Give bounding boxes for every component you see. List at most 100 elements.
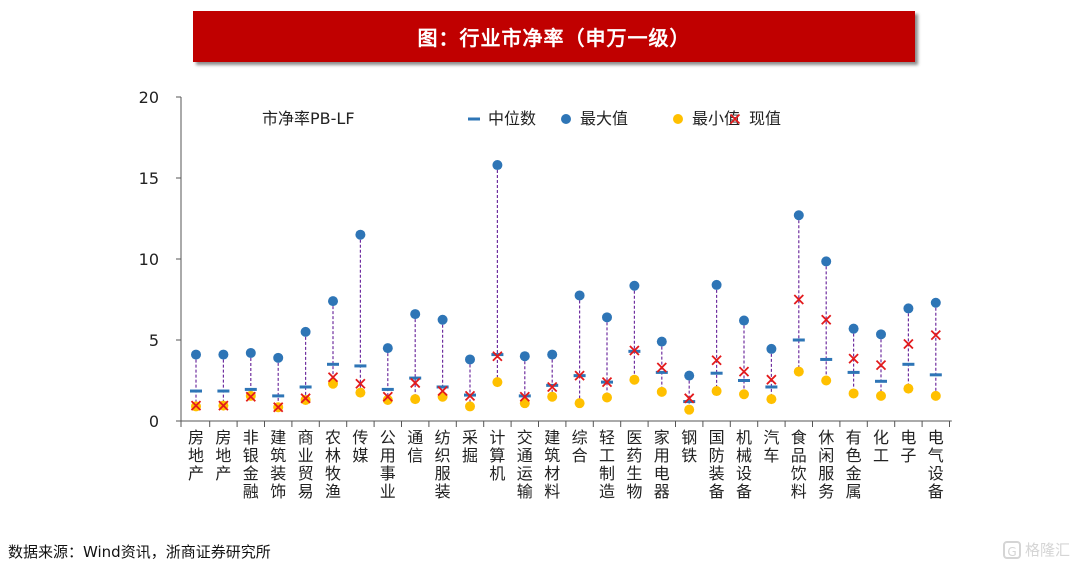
current-point: [903, 338, 914, 350]
min-point: [876, 390, 886, 401]
min-point: [355, 387, 366, 398]
x-tick-label: 综合: [572, 428, 588, 465]
series-label: 市净率PB-LF: [262, 109, 355, 128]
x-tick-label: 家用电器: [654, 428, 670, 501]
max-point: [876, 329, 886, 340]
current-point: [684, 393, 695, 404]
chart-title: 图：行业市净率（申万一级）: [417, 26, 691, 50]
median-mark: [354, 364, 367, 368]
legend-label: 中位数: [488, 109, 536, 128]
legend-max-icon: [561, 114, 571, 124]
min-point: [711, 386, 722, 397]
watermark: G 格隆汇: [1003, 539, 1070, 560]
x-tick-label: 钢铁: [681, 428, 697, 465]
max-point: [602, 312, 612, 323]
median-mark: [327, 362, 339, 366]
y-tick-label: 5: [149, 331, 159, 350]
max-point: [492, 160, 503, 171]
current-point: [766, 374, 777, 385]
median-mark: [683, 400, 696, 404]
legend-median-icon: [468, 117, 480, 121]
median-mark: [902, 362, 915, 366]
current-point: [273, 402, 284, 413]
min-point: [492, 377, 503, 388]
legend-label: 现值: [749, 109, 781, 128]
data-source: 数据来源：Wind资讯，浙商证券研究所: [8, 543, 271, 561]
max-point: [656, 336, 667, 347]
median-mark: [299, 385, 312, 389]
median-mark: [847, 370, 860, 374]
legend-label: 最大值: [580, 109, 628, 128]
median-mark: [381, 387, 394, 391]
watermark-text: 格隆汇: [1025, 541, 1071, 559]
x-tick-label: 建筑材料: [544, 428, 560, 501]
min-point: [465, 401, 475, 412]
current-point: [875, 359, 887, 371]
data-markers: [190, 160, 942, 415]
title-banner: 图：行业市净率（申万一级）: [193, 11, 915, 62]
x-tick-label: 传媒: [352, 428, 368, 465]
median-mark: [929, 373, 942, 377]
legend-label: 最小值: [692, 109, 740, 128]
min-point: [903, 383, 914, 394]
median-mark: [217, 389, 230, 393]
median-mark: [491, 353, 504, 357]
min-point: [656, 386, 667, 397]
min-point: [602, 392, 612, 403]
current-point: [547, 381, 558, 393]
x-tick-label: 房地产: [215, 428, 231, 483]
max-point: [355, 229, 366, 240]
current-point: [821, 314, 832, 325]
y-tick-label: 15: [139, 169, 159, 188]
legend: 市净率PB-LF 中位数 最大值 最小值 现值: [262, 109, 781, 128]
max-point: [437, 314, 448, 325]
x-tick-label: 电子: [900, 428, 916, 465]
median-mark: [409, 376, 422, 380]
axes: 0 5 10 15 20: [139, 88, 952, 431]
median-mark: [765, 385, 778, 389]
current-point: [437, 385, 448, 397]
x-tick-label: 采掘: [462, 428, 478, 465]
current-point: [848, 353, 859, 364]
max-point: [300, 326, 311, 337]
x-tick-label: 汽车: [763, 428, 779, 465]
max-point: [218, 349, 229, 360]
min-point: [547, 391, 558, 402]
current-point: [464, 390, 476, 402]
x-tick-label: 通信: [407, 428, 423, 465]
x-tick-label: 医药生物: [626, 428, 642, 501]
max-point: [273, 352, 284, 363]
x-tick-label: 国防装备: [709, 428, 725, 501]
median-mark: [875, 379, 887, 383]
current-point: [738, 366, 750, 377]
current-point: [410, 377, 421, 389]
current-point: [218, 400, 229, 411]
max-point: [766, 343, 777, 354]
max-point: [848, 323, 859, 334]
max-point: [739, 315, 749, 326]
x-tick-label: 商业贸易: [298, 428, 314, 501]
current-point: [355, 378, 366, 389]
current-point: [327, 372, 339, 383]
median-mark: [272, 394, 285, 398]
current-point: [519, 391, 530, 402]
median-mark: [190, 389, 202, 393]
watermark-logo-icon: G: [1003, 540, 1021, 559]
x-tick-label: 公用事业: [380, 428, 396, 501]
min-point: [300, 394, 311, 405]
min-point: [766, 394, 777, 405]
max-point: [821, 256, 832, 267]
x-tick-label: 电气设备: [928, 428, 944, 501]
min-point: [328, 378, 338, 389]
median-mark: [710, 371, 723, 375]
x-tick-label: 休闲服务: [818, 428, 834, 501]
min-point: [519, 398, 530, 409]
max-point: [793, 210, 804, 221]
current-point: [711, 355, 722, 366]
x-axis-labels: 房地产房地产非银金融建筑装饰商业贸易农林牧渔传媒公用事业通信纺织服装采掘计算机交…: [188, 428, 944, 501]
max-point: [684, 370, 695, 381]
y-tick-label: 20: [139, 88, 159, 107]
min-point: [793, 366, 804, 377]
median-mark: [546, 383, 559, 387]
